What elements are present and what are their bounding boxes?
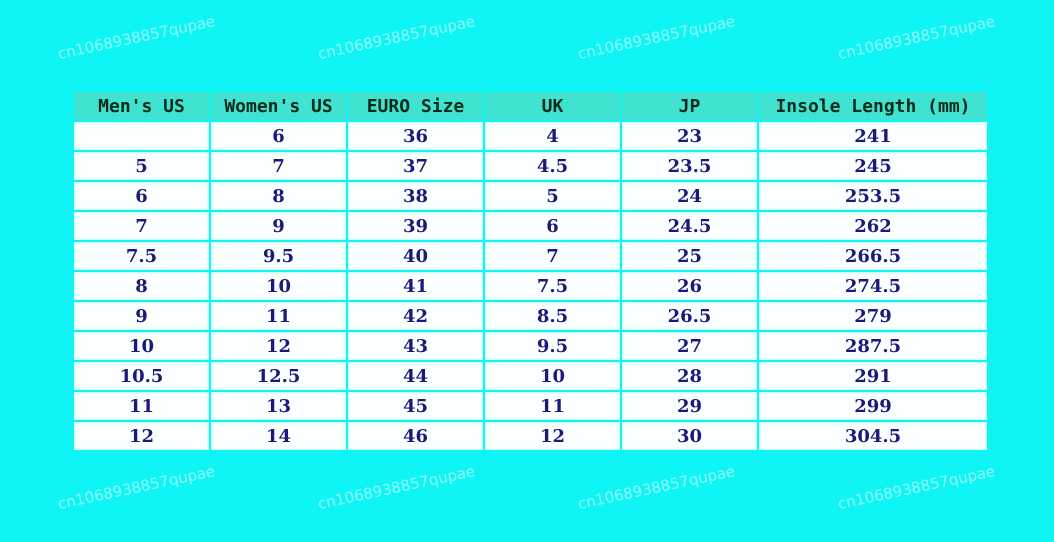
column-header: Women's US xyxy=(211,92,346,120)
table-cell: 279 xyxy=(759,302,987,330)
table-cell: 12 xyxy=(211,332,346,360)
table-cell: 5 xyxy=(74,152,209,180)
table-cell: 10 xyxy=(74,332,209,360)
table-cell: 11 xyxy=(485,392,620,420)
table-cell: 7 xyxy=(74,212,209,240)
table-cell: 274.5 xyxy=(759,272,987,300)
table-cell: 9 xyxy=(74,302,209,330)
watermark: cn1068938857qupae xyxy=(316,462,477,513)
column-header: UK xyxy=(485,92,620,120)
table-cell: 5 xyxy=(485,182,620,210)
table-cell: 42 xyxy=(348,302,483,330)
table-cell xyxy=(74,122,209,150)
table-cell: 299 xyxy=(759,392,987,420)
table-cell: 8 xyxy=(211,182,346,210)
watermark: cn1068938857qupae xyxy=(576,462,737,513)
table-cell: 37 xyxy=(348,152,483,180)
column-header: EURO Size xyxy=(348,92,483,120)
table-cell: 11 xyxy=(74,392,209,420)
table-row: 7 9 39 6 24.5 262 xyxy=(74,212,987,240)
table-row: 10 12 43 9.5 27 287.5 xyxy=(74,332,987,360)
table-cell: 24 xyxy=(622,182,757,210)
column-header: Insole Length (mm) xyxy=(759,92,987,120)
table-cell: 9.5 xyxy=(211,242,346,270)
table-row: 11 13 45 11 29 299 xyxy=(74,392,987,420)
table-cell: 10.5 xyxy=(74,362,209,390)
table-cell: 9.5 xyxy=(485,332,620,360)
table-row: 10.5 12.5 44 10 28 291 xyxy=(74,362,987,390)
table-row: 7.5 9.5 40 7 25 266.5 xyxy=(74,242,987,270)
table-cell: 4 xyxy=(485,122,620,150)
table-cell: 28 xyxy=(622,362,757,390)
column-header: Men's US xyxy=(74,92,209,120)
watermark: cn1068938857qupae xyxy=(56,462,217,513)
table-cell: 43 xyxy=(348,332,483,360)
table-row: 12 14 46 12 30 304.5 xyxy=(74,422,987,450)
table-cell: 25 xyxy=(622,242,757,270)
table-cell: 6 xyxy=(74,182,209,210)
table-cell: 8 xyxy=(74,272,209,300)
table-cell: 6 xyxy=(211,122,346,150)
header-row: Men's US Women's US EURO Size UK JP Insole Le… xyxy=(74,92,987,120)
table-cell: 10 xyxy=(485,362,620,390)
table-cell: 7 xyxy=(485,242,620,270)
table-cell: 41 xyxy=(348,272,483,300)
table-row: 5 7 37 4.5 23.5 245 xyxy=(74,152,987,180)
table-cell: 12 xyxy=(74,422,209,450)
table-cell: 14 xyxy=(211,422,346,450)
table-cell: 12 xyxy=(485,422,620,450)
table-cell: 45 xyxy=(348,392,483,420)
table-cell: 29 xyxy=(622,392,757,420)
watermark: cn1068938857qupae xyxy=(836,462,997,513)
table-row: 8 10 41 7.5 26 274.5 xyxy=(74,272,987,300)
table-cell: 13 xyxy=(211,392,346,420)
table-cell: 23.5 xyxy=(622,152,757,180)
table-cell: 266.5 xyxy=(759,242,987,270)
table-cell: 7.5 xyxy=(485,272,620,300)
table-row: 6 36 4 23 241 xyxy=(74,122,987,150)
watermark: cn1068938857qupae xyxy=(316,12,477,64)
table-cell: 245 xyxy=(759,152,987,180)
table-cell: 38 xyxy=(348,182,483,210)
table-cell: 36 xyxy=(348,122,483,150)
table-cell: 304.5 xyxy=(759,422,987,450)
table-cell: 26 xyxy=(622,272,757,300)
table-row: 6 8 38 5 24 253.5 xyxy=(74,182,987,210)
table-cell: 6 xyxy=(485,212,620,240)
table-cell: 24.5 xyxy=(622,212,757,240)
table-cell: 7.5 xyxy=(74,242,209,270)
table-cell: 39 xyxy=(348,212,483,240)
size-chart-table: Men's US Women's US EURO Size UK JP Insole Le… xyxy=(72,90,989,452)
column-header: JP xyxy=(622,92,757,120)
table-cell: 10 xyxy=(211,272,346,300)
table-cell: 30 xyxy=(622,422,757,450)
watermark: cn1068938857qupae xyxy=(576,12,737,64)
table-cell: 241 xyxy=(759,122,987,150)
table-cell: 26.5 xyxy=(622,302,757,330)
table-cell: 27 xyxy=(622,332,757,360)
table-cell: 287.5 xyxy=(759,332,987,360)
table-cell: 44 xyxy=(348,362,483,390)
table-cell: 291 xyxy=(759,362,987,390)
table-cell: 8.5 xyxy=(485,302,620,330)
table-cell: 12.5 xyxy=(211,362,346,390)
table-cell: 9 xyxy=(211,212,346,240)
table-cell: 46 xyxy=(348,422,483,450)
table-cell: 253.5 xyxy=(759,182,987,210)
watermark: cn1068938857qupae xyxy=(836,12,997,64)
table-cell: 4.5 xyxy=(485,152,620,180)
table-cell: 7 xyxy=(211,152,346,180)
table-cell: 11 xyxy=(211,302,346,330)
table-cell: 23 xyxy=(622,122,757,150)
table-row: 9 11 42 8.5 26.5 279 xyxy=(74,302,987,330)
table-cell: 40 xyxy=(348,242,483,270)
watermark: cn1068938857qupae xyxy=(56,12,217,64)
table-cell: 262 xyxy=(759,212,987,240)
